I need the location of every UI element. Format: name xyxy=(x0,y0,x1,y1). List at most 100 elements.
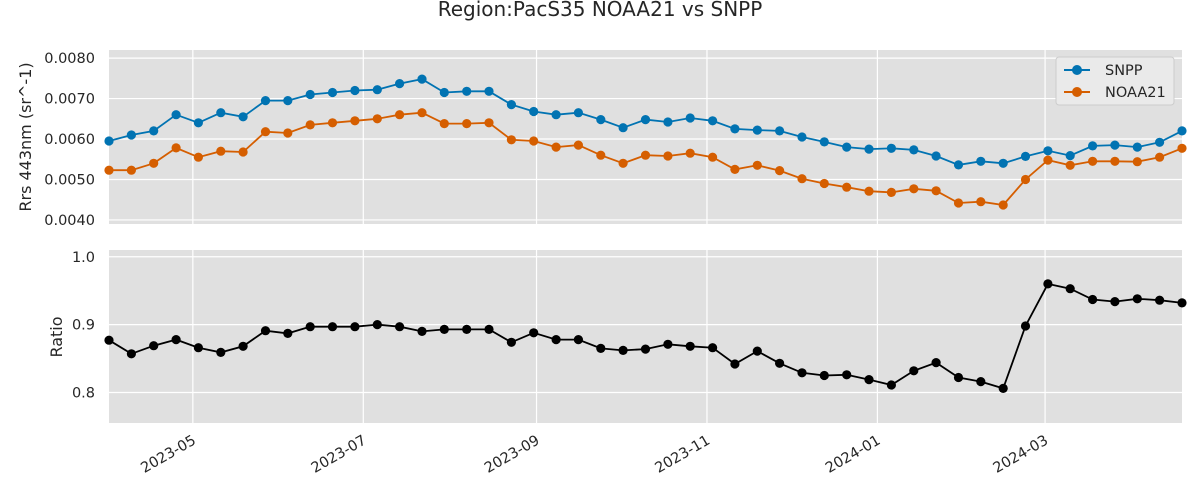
data-point xyxy=(998,158,1008,168)
data-point xyxy=(998,200,1008,210)
data-point xyxy=(730,164,740,174)
data-point xyxy=(864,144,874,154)
data-point xyxy=(1155,137,1165,147)
data-point xyxy=(685,341,695,351)
data-point xyxy=(529,106,539,117)
data-point xyxy=(1177,298,1187,308)
data-point xyxy=(1043,146,1053,156)
data-point xyxy=(640,344,651,354)
data-point xyxy=(216,146,226,156)
data-point xyxy=(149,158,159,168)
data-point xyxy=(283,128,293,138)
data-point xyxy=(327,322,338,332)
y-tick-label: 0.0080 xyxy=(44,51,95,67)
data-point xyxy=(238,147,248,157)
data-point xyxy=(797,132,807,142)
data-point xyxy=(752,346,762,356)
data-point xyxy=(663,339,673,349)
data-point xyxy=(1065,151,1075,161)
x-tick-label: 2024-03 xyxy=(991,433,1051,477)
legend: SNPP NOAA21 xyxy=(1055,56,1175,106)
data-point xyxy=(260,326,271,336)
data-point xyxy=(842,370,852,380)
data-point xyxy=(730,359,740,369)
data-point xyxy=(1043,279,1053,289)
data-point xyxy=(484,86,494,96)
data-point xyxy=(1177,126,1187,136)
top-panel: 0.0040 0.0050 0.0060 0.0070 0.0080 xyxy=(44,50,1187,229)
data-point xyxy=(551,142,561,152)
data-point xyxy=(573,108,584,118)
data-point xyxy=(372,320,382,330)
data-point xyxy=(327,118,338,128)
data-point xyxy=(506,337,516,347)
data-point xyxy=(126,165,136,175)
data-point xyxy=(886,380,897,390)
y-tick-label: 0.0040 xyxy=(44,213,95,229)
data-point xyxy=(596,150,606,160)
data-point xyxy=(663,117,673,127)
data-point xyxy=(931,186,941,196)
data-point xyxy=(842,142,852,152)
data-point xyxy=(931,151,941,161)
data-point xyxy=(506,100,516,110)
data-point xyxy=(372,114,382,124)
data-point xyxy=(864,375,874,385)
data-point xyxy=(551,110,561,120)
data-point xyxy=(529,136,539,146)
data-point xyxy=(1110,297,1120,307)
data-point xyxy=(909,366,919,376)
data-point xyxy=(909,184,919,194)
legend-noaa21-label: NOAA21 xyxy=(1105,85,1166,101)
data-point xyxy=(976,197,986,207)
data-point xyxy=(551,335,561,345)
y-tick-label: 0.8 xyxy=(72,385,95,401)
data-point xyxy=(260,96,271,106)
data-point xyxy=(819,370,829,381)
data-point xyxy=(260,127,271,137)
y-tick-label: 0.9 xyxy=(72,318,95,334)
data-point xyxy=(171,335,181,345)
data-point xyxy=(350,322,360,332)
data-point xyxy=(752,160,762,170)
data-point xyxy=(663,151,673,161)
data-point xyxy=(395,79,405,89)
data-point xyxy=(1088,294,1098,305)
data-point xyxy=(685,148,695,158)
data-point xyxy=(708,343,718,353)
data-point xyxy=(305,120,315,130)
data-point xyxy=(864,186,874,196)
data-point xyxy=(1065,160,1075,170)
data-point xyxy=(193,152,203,162)
data-point xyxy=(529,328,539,338)
x-tick-label: 2023-09 xyxy=(482,433,542,477)
data-point xyxy=(640,115,651,125)
data-point xyxy=(797,174,807,184)
y-tick-label: 0.0060 xyxy=(44,132,95,148)
data-point xyxy=(775,358,785,368)
x-tick-label: 2023-05 xyxy=(138,433,198,477)
data-point xyxy=(775,166,785,176)
data-point xyxy=(752,125,762,135)
data-point xyxy=(439,324,449,334)
data-point xyxy=(573,140,584,150)
data-point xyxy=(372,85,382,95)
data-point xyxy=(126,349,136,359)
data-point xyxy=(708,116,718,126)
data-point xyxy=(1155,152,1165,162)
data-point xyxy=(596,115,606,125)
data-point xyxy=(730,124,740,134)
data-point xyxy=(1020,151,1031,161)
data-point xyxy=(327,87,338,98)
data-point xyxy=(998,383,1008,393)
y-tick-label: 0.0050 xyxy=(44,172,95,188)
data-point xyxy=(842,182,852,192)
x-tick-label: 2023-07 xyxy=(309,433,369,477)
data-point xyxy=(1155,295,1165,305)
data-point xyxy=(126,130,136,140)
data-point xyxy=(1020,174,1031,185)
y-tick-label: 0.0070 xyxy=(44,92,95,108)
chart-title: Region:PacS35 NOAA21 vs SNPP xyxy=(438,0,763,21)
data-point xyxy=(976,377,986,387)
data-point xyxy=(1132,142,1142,152)
